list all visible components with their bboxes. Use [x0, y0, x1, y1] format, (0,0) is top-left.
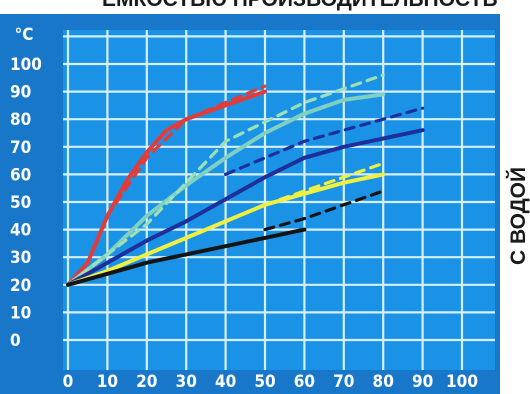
x-tick-label: 70 [333, 372, 354, 392]
series-line-9 [66, 227, 307, 287]
y-tick-label: 90 [10, 83, 31, 103]
y-tick-label: 60 [10, 165, 31, 185]
y-tick-label: 0 [10, 331, 21, 351]
series-line-2 [66, 84, 267, 287]
series-line-10 [263, 189, 385, 232]
y-tick-label: 40 [10, 221, 31, 241]
x-tick-label: 10 [97, 372, 118, 392]
series-line-5 [66, 128, 425, 287]
y-tick-label: 20 [10, 276, 31, 296]
series-group [66, 73, 425, 287]
y-tick-label: 10 [10, 303, 31, 323]
y-tick-label: 30 [10, 248, 31, 268]
series-line-8 [263, 161, 385, 207]
x-tick-label: 50 [254, 372, 275, 392]
x-tick-label: 80 [373, 372, 394, 392]
chart-title: ЕМКОСТЬЮ ПРОИЗВОДИТЕЛЬНОСТЬ [102, 0, 498, 11]
side-label: С ВОДОЙ [506, 167, 530, 265]
x-tick-label: 90 [412, 372, 433, 392]
x-tick-label: 100 [446, 372, 478, 392]
x-tick-label: 40 [215, 372, 236, 392]
series-line-3 [66, 92, 386, 287]
x-tick-labels: 0 10 20 30 40 50 60 70 80 90 100 [63, 372, 478, 392]
y-tick-label: 80 [10, 110, 31, 130]
x-tick-label: 30 [176, 372, 197, 392]
y-tick-label: 100 [10, 55, 42, 75]
y-axis-unit: °C [15, 25, 34, 45]
x-tick-label: 20 [136, 372, 157, 392]
series-line-6 [224, 106, 425, 176]
x-tick-label: 0 [63, 372, 74, 392]
series-line-4 [66, 73, 385, 287]
series-line-7 [66, 172, 386, 287]
y-tick-label: 50 [10, 193, 31, 213]
y-tick-label: 70 [10, 138, 31, 158]
x-tick-label: 60 [294, 372, 315, 392]
